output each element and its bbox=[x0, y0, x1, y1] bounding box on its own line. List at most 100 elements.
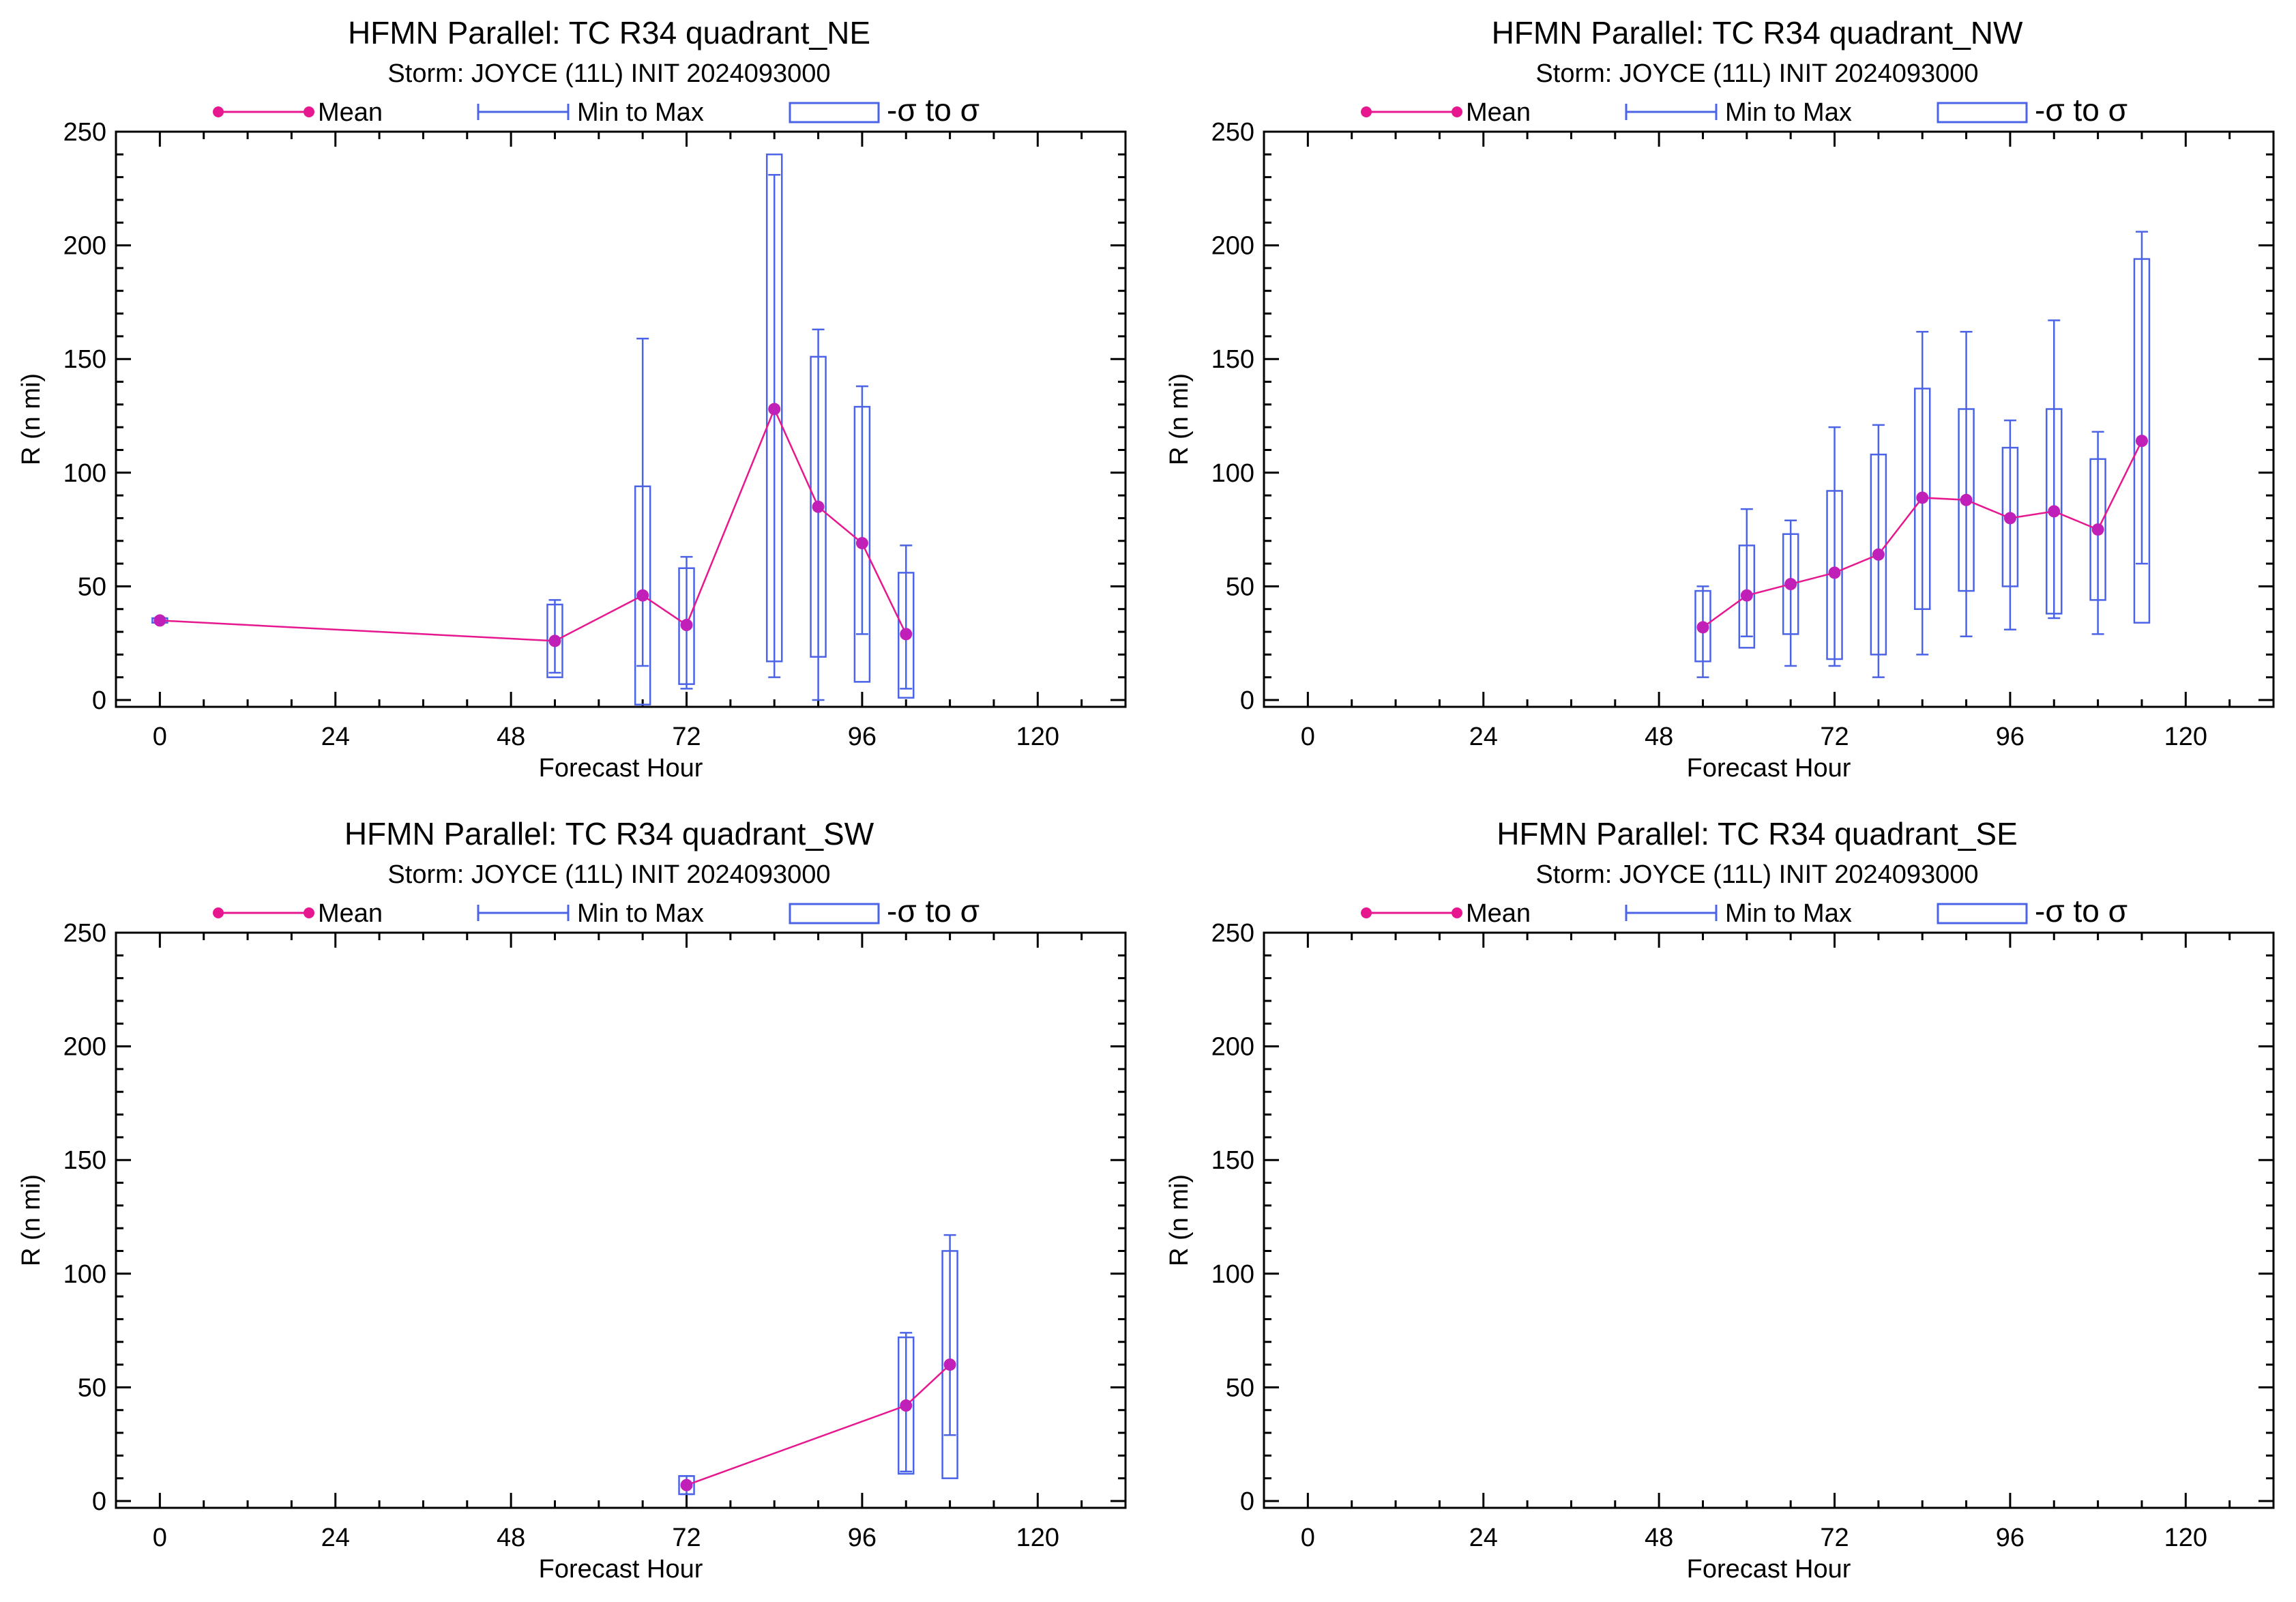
legend-mean-marker bbox=[1361, 907, 1372, 918]
y-tick-label: 0 bbox=[1240, 686, 1254, 715]
y-tick-label: 150 bbox=[1211, 345, 1254, 374]
x-tick-label: 0 bbox=[153, 723, 167, 751]
legend-sigma-label: -σ to σ bbox=[2035, 92, 2128, 128]
legend-mean-marker bbox=[304, 907, 314, 918]
legend-sigma-box bbox=[1937, 102, 2028, 123]
x-tick-label: 48 bbox=[497, 1524, 525, 1552]
mean-point bbox=[1828, 566, 1841, 579]
y-tick-label: 250 bbox=[63, 919, 106, 948]
mean-point bbox=[636, 589, 649, 602]
chart-title: HFMN Parallel: TC R34 quadrant_SW bbox=[344, 816, 874, 851]
x-tick-label: 96 bbox=[1996, 723, 2025, 751]
legend-mean-label: Mean bbox=[318, 98, 383, 127]
legend-sigma-label: -σ to σ bbox=[887, 893, 980, 929]
chart-panel-3: HFMN Parallel: TC R34 quadrant_SW Storm: … bbox=[17, 816, 1127, 1584]
y-tick-label: 50 bbox=[1226, 572, 1254, 601]
mean-point bbox=[1872, 548, 1885, 561]
x-tick-label: 96 bbox=[848, 1524, 877, 1552]
chart-subtitle: Storm: JOYCE (11L) INIT 2024093000 bbox=[387, 860, 830, 889]
legend-range-label: Min to Max bbox=[577, 98, 704, 127]
x-tick-label: 24 bbox=[321, 1524, 350, 1552]
legend: Mean Min to Max -σ to σ bbox=[213, 92, 980, 128]
mean-point bbox=[680, 1479, 693, 1491]
legend-range-label: Min to Max bbox=[1725, 899, 1852, 928]
plot-frame bbox=[115, 130, 1127, 708]
mean-point bbox=[768, 403, 781, 416]
legend-mean-marker bbox=[304, 106, 314, 117]
y-axis-label: R (n mi) bbox=[17, 1174, 46, 1266]
plot-frame bbox=[115, 931, 1127, 1509]
y-tick-label: 200 bbox=[63, 1033, 106, 1062]
legend-mean-label: Mean bbox=[1466, 899, 1531, 928]
mean-point bbox=[812, 500, 825, 513]
legend: Mean Min to Max -σ to σ bbox=[213, 893, 980, 929]
legend-sigma-label: -σ to σ bbox=[2035, 893, 2128, 929]
x-tick-label: 120 bbox=[2164, 723, 2207, 751]
legend-sigma-box bbox=[1937, 903, 2028, 924]
y-tick-label: 100 bbox=[1211, 1260, 1254, 1289]
y-tick-label: 250 bbox=[1211, 919, 1254, 948]
y-tick-label: 150 bbox=[63, 1146, 106, 1175]
x-tick-label: 120 bbox=[1016, 1524, 1059, 1552]
legend-mean-marker bbox=[213, 907, 224, 918]
data-layer bbox=[678, 1234, 958, 1496]
x-tick-label: 96 bbox=[848, 723, 877, 751]
y-tick-label: 200 bbox=[1211, 1033, 1254, 1062]
y-tick-label: 200 bbox=[63, 232, 106, 261]
legend: Mean Min to Max -σ to σ bbox=[1361, 92, 2128, 128]
legend-mean-marker bbox=[1452, 907, 1462, 918]
legend-range-label: Min to Max bbox=[577, 899, 704, 928]
chart-title: HFMN Parallel: TC R34 quadrant_SE bbox=[1497, 816, 2018, 851]
chart-title: HFMN Parallel: TC R34 quadrant_NW bbox=[1492, 15, 2023, 50]
y-tick-label: 50 bbox=[78, 572, 106, 601]
x-tick-label: 48 bbox=[1645, 723, 1673, 751]
x-axis-label: Forecast Hour bbox=[1687, 754, 1851, 783]
mean-point bbox=[680, 619, 693, 632]
x-axis-label: Forecast Hour bbox=[539, 1555, 703, 1584]
y-tick-label: 250 bbox=[63, 118, 106, 147]
legend-mean-label: Mean bbox=[1466, 98, 1531, 127]
chart-subtitle: Storm: JOYCE (11L) INIT 2024093000 bbox=[1535, 860, 1978, 889]
x-tick-label: 72 bbox=[1820, 1524, 1849, 1552]
mean-point bbox=[153, 614, 166, 627]
x-tick-label: 48 bbox=[1645, 1524, 1673, 1552]
mean-point bbox=[2091, 523, 2104, 536]
x-tick-label: 72 bbox=[1820, 723, 1849, 751]
y-tick-label: 0 bbox=[1240, 1487, 1254, 1516]
mean-point bbox=[2048, 505, 2061, 518]
x-axis-label: Forecast Hour bbox=[539, 754, 703, 783]
y-axis-label: R (n mi) bbox=[1165, 373, 1194, 465]
mean-line bbox=[160, 407, 907, 642]
mean-point bbox=[855, 537, 868, 550]
x-tick-label: 96 bbox=[1996, 1524, 2025, 1552]
data-layer bbox=[1694, 231, 2151, 678]
mean-point bbox=[1784, 578, 1797, 591]
chart-panel-4: HFMN Parallel: TC R34 quadrant_SE Storm: … bbox=[1165, 816, 2275, 1584]
x-tick-label: 120 bbox=[1016, 723, 1059, 751]
legend-mean-marker bbox=[213, 106, 224, 117]
mean-point bbox=[1916, 491, 1929, 504]
chart-subtitle: Storm: JOYCE (11L) INIT 2024093000 bbox=[1535, 59, 1978, 88]
mean-point bbox=[1696, 621, 1709, 634]
mean-point bbox=[548, 635, 561, 647]
x-tick-label: 0 bbox=[1301, 1524, 1315, 1552]
chart-panel-2: HFMN Parallel: TC R34 quadrant_NW Storm: … bbox=[1165, 15, 2275, 783]
y-tick-label: 0 bbox=[92, 686, 106, 715]
x-tick-label: 0 bbox=[153, 1524, 167, 1552]
x-tick-label: 48 bbox=[497, 723, 525, 751]
y-tick-label: 100 bbox=[1211, 459, 1254, 488]
x-tick-label: 120 bbox=[2164, 1524, 2207, 1552]
y-axis-label: R (n mi) bbox=[1165, 1174, 1194, 1266]
y-tick-label: 150 bbox=[63, 345, 106, 374]
x-tick-label: 24 bbox=[1469, 723, 1498, 751]
y-tick-label: 0 bbox=[92, 1487, 106, 1516]
legend-sigma-box bbox=[789, 903, 880, 924]
chart-title: HFMN Parallel: TC R34 quadrant_NE bbox=[348, 15, 870, 50]
y-tick-label: 100 bbox=[63, 1260, 106, 1289]
mean-point bbox=[900, 1399, 913, 1412]
y-tick-label: 100 bbox=[63, 459, 106, 488]
chart-subtitle: Storm: JOYCE (11L) INIT 2024093000 bbox=[387, 59, 830, 88]
legend-sigma-label: -σ to σ bbox=[887, 92, 980, 128]
mean-point bbox=[1960, 493, 1973, 506]
legend: Mean Min to Max -σ to σ bbox=[1361, 893, 2128, 929]
